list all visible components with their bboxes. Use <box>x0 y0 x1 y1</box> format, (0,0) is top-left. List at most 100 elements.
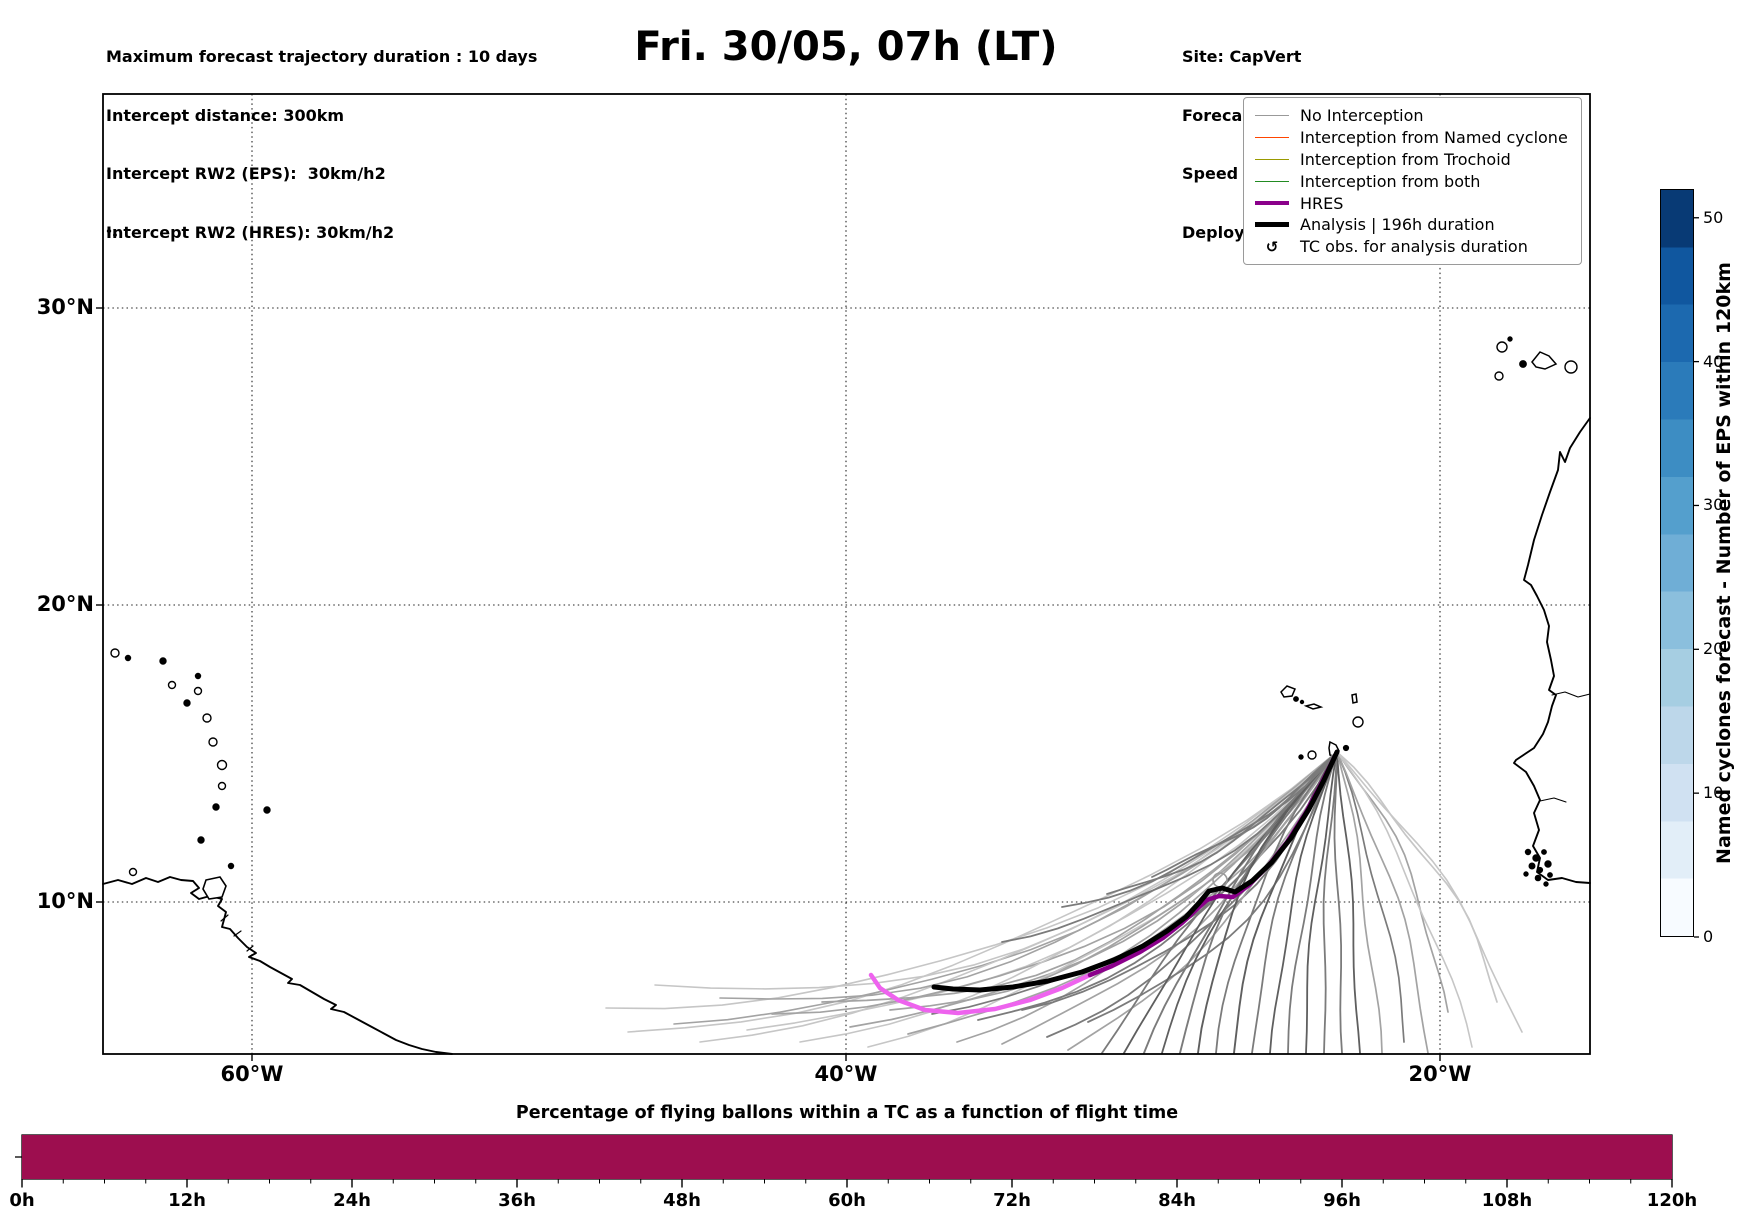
legend-line-icon <box>1254 222 1290 228</box>
info-left-line: Intercept RW2 (HRES): 30km/h2 <box>106 222 395 242</box>
island-antilles <box>159 657 167 665</box>
hres-extension-line <box>868 972 1093 1016</box>
eps-trajectory <box>1305 751 1338 1054</box>
legend-line-sample <box>1255 180 1289 182</box>
island-antilles <box>124 654 132 662</box>
island-canary <box>1519 360 1527 368</box>
legend-line-sample <box>1255 158 1289 160</box>
analysis-line <box>931 749 1340 993</box>
colorbar-tick-label: 20 <box>1703 639 1724 659</box>
legend-item: Interception from both <box>1254 170 1571 192</box>
legend-item: HRES <box>1254 192 1571 214</box>
percentage-bar <box>22 1135 1672 1179</box>
river-senegal <box>1551 691 1591 698</box>
island-capeverde <box>1342 744 1350 752</box>
eps-trajectory <box>1336 751 1383 1054</box>
eps-trajectory <box>1333 751 1343 1054</box>
island-antilles <box>227 862 235 870</box>
legend-item-label: No Interception <box>1300 106 1424 126</box>
island-bissagos <box>1547 872 1553 878</box>
island-antilles <box>128 867 138 877</box>
legend-item-label: TC obs. for analysis duration <box>1300 237 1528 257</box>
info-block-left: Maximum forecast trajectory duration : 1… <box>106 8 537 281</box>
eps-trajectory <box>1215 751 1338 1054</box>
island-canary <box>1496 341 1508 353</box>
coast-africa <box>1513 417 1591 884</box>
eps-trajectory <box>1067 751 1338 1051</box>
island-antilles <box>110 648 120 658</box>
island-bissagos <box>1544 860 1552 868</box>
island-bissagos <box>1523 871 1529 877</box>
eps-trajectory <box>673 751 1338 1025</box>
eps-trajectory <box>1322 751 1338 1054</box>
river-tick <box>233 930 242 937</box>
eps-trajectory <box>1336 751 1473 1048</box>
lon-tick-label: 20°W <box>1408 1062 1472 1086</box>
map-border <box>102 93 1591 1055</box>
bottom-tick-label: 36h <box>498 1190 536 1211</box>
bottom-tick-label: 0h <box>9 1190 35 1211</box>
bottom-tick-label: 60h <box>828 1190 866 1211</box>
eps-trajectory <box>1269 751 1338 1054</box>
lat-tick-label: 30°N <box>36 295 94 319</box>
legend-line-sample <box>1255 222 1289 228</box>
colorbar-tick-label: 50 <box>1703 207 1724 227</box>
bottom-tick-label: 48h <box>663 1190 701 1211</box>
eps-trajectory <box>799 751 1338 1043</box>
eps-trajectory <box>1001 751 1338 943</box>
eps-trajectory <box>1336 751 1498 1003</box>
colorbar-tick-label: 10 <box>1703 783 1724 803</box>
island-antilles <box>216 759 228 771</box>
legend-item: Analysis | 196h duration <box>1254 214 1571 236</box>
legend-line-icon <box>1254 158 1290 160</box>
bottom-tick-label: 72h <box>993 1190 1031 1211</box>
river-tick <box>246 945 254 952</box>
legend-line-sample <box>1255 201 1289 206</box>
legend-item-label: HRES <box>1300 193 1344 213</box>
bottom-chart-title: Percentage of flying ballons within a TC… <box>515 1103 1179 1123</box>
eps-trajectory <box>977 751 1338 1021</box>
island-antilles <box>208 737 218 747</box>
coast-south-america <box>102 876 453 1055</box>
island-trinidad <box>202 876 227 900</box>
island-capeverde <box>1352 716 1364 728</box>
island-antilles <box>197 836 205 844</box>
trajectory-lines <box>605 749 1523 1054</box>
legend-item: ↺ TC obs. for analysis duration <box>1254 236 1571 258</box>
eps-trajectory <box>889 751 1338 1011</box>
island-antilles <box>183 699 191 707</box>
island-antilles <box>217 781 227 791</box>
trajectory-loop <box>1212 872 1228 888</box>
legend: No Interception Interception from Named c… <box>1243 97 1582 265</box>
island-capeverde <box>1293 696 1299 702</box>
info-right-line: Site: CapVert <box>1182 47 1302 66</box>
island-capeverde <box>1303 703 1324 710</box>
island-antilles <box>263 806 271 814</box>
island-capeverde <box>1351 693 1358 704</box>
colorbar <box>1660 189 1694 937</box>
island-bissagos <box>1543 881 1549 887</box>
eps-trajectory <box>1336 751 1405 1043</box>
page-title: Fri. 30/05, 07h (LT) <box>634 24 1058 70</box>
legend-line-icon <box>1254 180 1290 182</box>
tc-obs-marker-icon: ↺ <box>1265 237 1279 256</box>
eps-trajectory <box>627 751 1338 1033</box>
river-gambia <box>1539 797 1567 803</box>
colorbar-tick-label: 0 <box>1703 927 1714 946</box>
eps-trajectory <box>1336 751 1361 1054</box>
eps-trajectory <box>1251 751 1338 1054</box>
legend-line-icon <box>1254 201 1290 206</box>
island-capeverde <box>1299 699 1305 705</box>
info-left-line: Intercept distance: 300km <box>106 105 345 125</box>
island-antilles <box>212 803 220 811</box>
legend-line-sample <box>1255 137 1289 139</box>
info-left-line: Maximum forecast trajectory duration : 1… <box>106 47 538 66</box>
island-bissagos <box>1532 854 1540 862</box>
eps-trajectory <box>1287 751 1338 1054</box>
bottom-tick-label: 84h <box>1158 1190 1196 1211</box>
bottom-tick-label: 108h <box>1481 1190 1533 1211</box>
colorbar-ticks <box>1694 217 1699 938</box>
lon-tick-label: 40°W <box>814 1062 878 1086</box>
eps-trajectory <box>1336 751 1523 1033</box>
